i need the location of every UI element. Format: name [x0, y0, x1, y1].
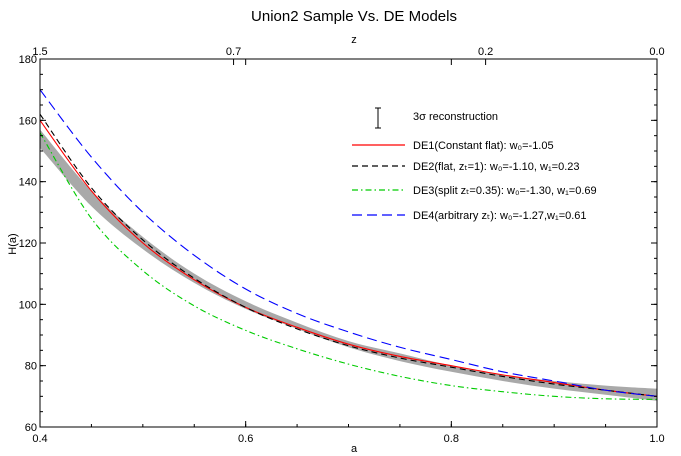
- reconstruction-band: [40, 129, 657, 401]
- x-tick-label: 0.8: [444, 433, 459, 445]
- plot-frame: [39, 58, 658, 428]
- z-tick-label: 1.5: [32, 46, 47, 58]
- top-axis-label: z: [351, 34, 357, 46]
- y-tick-label: 180: [19, 54, 37, 66]
- x-tick-label: 1.0: [649, 433, 664, 445]
- x-tick-label: 0.4: [32, 433, 47, 445]
- series-line-de1: [39, 120, 658, 397]
- series-line-de3: [39, 132, 658, 400]
- z-tick-label: 0.7: [226, 46, 241, 58]
- legend-label-de2: DE2(flat, zₜ=1): w₀=-1.10, w₁=0.23: [413, 161, 580, 173]
- y-tick-label: 120: [19, 238, 37, 250]
- z-tick-label: 0.2: [478, 46, 493, 58]
- y-tick-label: 60: [25, 422, 37, 434]
- legend-label-de3: DE3(split zₜ=0.35): w₀=-1.30, w₁=0.69: [413, 185, 597, 197]
- legend-label-de4: DE4(arbitrary zₜ): w₀=-1.27,w₁=0.61: [413, 210, 587, 222]
- x-tick-label: 0.6: [238, 433, 253, 445]
- y-tick-label: 160: [19, 115, 37, 127]
- legend-label-band: 3σ reconstruction: [413, 111, 498, 123]
- y-tick-label: 100: [19, 299, 37, 311]
- y-tick-label: 140: [19, 177, 37, 189]
- series-line-de2: [39, 113, 658, 397]
- series-line-de4: [39, 89, 658, 397]
- y-tick-label: 80: [25, 361, 37, 373]
- z-tick-label: 0.0: [649, 46, 664, 58]
- legend-label-de1: DE1(Constant flat): w₀=-1.05: [413, 140, 554, 152]
- x-axis-label: a: [351, 443, 358, 455]
- chart-title: Union2 Sample Vs. DE Models: [251, 8, 457, 25]
- y-axis-label: H(a): [7, 233, 19, 254]
